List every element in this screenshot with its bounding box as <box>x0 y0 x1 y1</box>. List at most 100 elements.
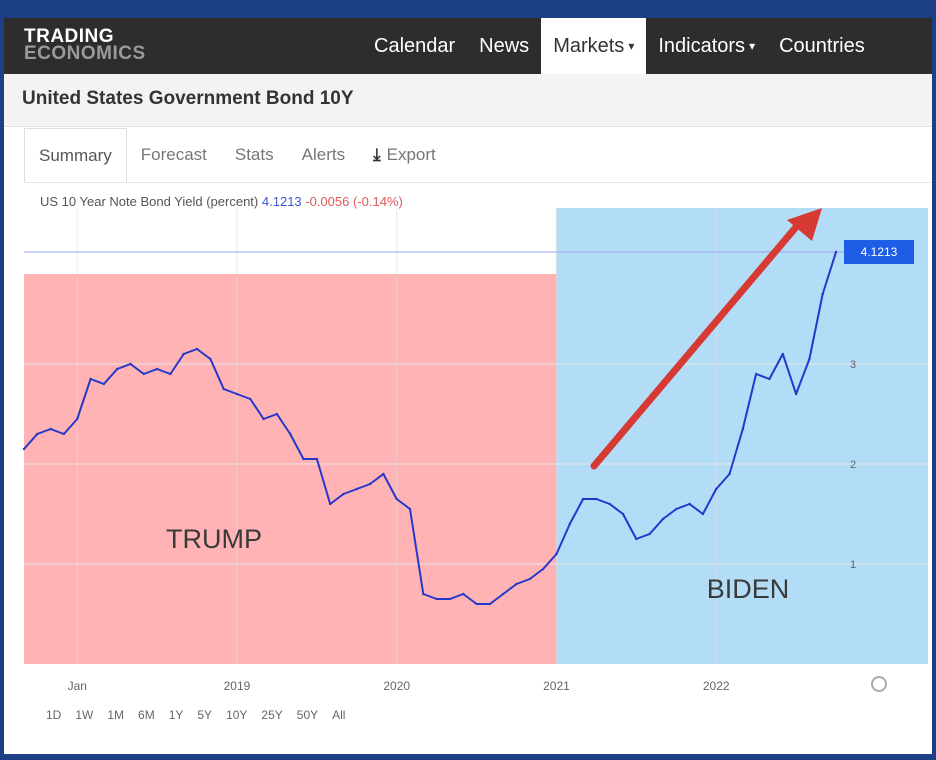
data-point <box>754 372 758 376</box>
data-point <box>701 512 705 516</box>
x-tick-label: 2021 <box>543 679 570 693</box>
nav-item-countries[interactable]: Countries <box>767 18 877 74</box>
data-point <box>129 362 132 366</box>
trend-arrow-head <box>787 208 822 241</box>
data-point <box>62 432 66 436</box>
logo-line-2: ECONOMICS <box>24 43 146 64</box>
quote-name: US 10 Year Note Bond Yield (percent) <box>40 194 259 209</box>
x-tick-label: 2019 <box>224 679 251 693</box>
data-point <box>222 387 225 391</box>
tab-label: Alerts <box>301 145 346 164</box>
data-point <box>382 472 385 476</box>
shaded-region-trump <box>24 274 557 664</box>
data-point <box>688 502 691 506</box>
nav-item-label: News <box>479 34 530 57</box>
nav-item-label: Calendar <box>374 34 456 57</box>
data-point <box>741 427 745 431</box>
range-button-all[interactable]: All <box>332 708 346 722</box>
nav-item-calendar[interactable]: Calendar <box>362 18 467 74</box>
data-point <box>595 497 598 501</box>
nav-item-label: Indicators <box>658 34 746 57</box>
tab-summary[interactable]: Summary <box>24 128 127 183</box>
data-point <box>635 537 638 541</box>
last-value-tag <box>844 240 914 264</box>
data-point <box>808 357 811 361</box>
trading-economics-logo[interactable]: TRADING ECONOMICS <box>24 26 146 64</box>
bond-yield-chart[interactable]: 1 2 3 Jan 2019 2020 2021 2022 4.1213 TRUMP BIDEN <box>4 18 932 754</box>
data-point <box>648 532 651 536</box>
nav-item-indicators[interactable]: Indicators ▾ <box>646 18 767 74</box>
title-bar: United States Government Bond 10Y <box>4 74 932 127</box>
x-tick-label: 2022 <box>703 679 730 693</box>
browser-frame: TRADING ECONOMICS Calendar News Markets ▾ In… <box>4 18 932 754</box>
range-button-5y[interactable]: 5Y <box>197 708 213 722</box>
data-point <box>661 517 665 521</box>
data-point <box>502 592 505 596</box>
range-button-1m[interactable]: 1M <box>107 708 125 722</box>
data-point <box>541 567 545 571</box>
y-tick-label: 2 <box>850 459 856 471</box>
data-point <box>395 497 398 501</box>
yield-series-line <box>23 251 837 605</box>
range-button-6m[interactable]: 6M <box>138 708 155 722</box>
data-point <box>155 367 159 371</box>
data-point <box>249 397 252 401</box>
annotation-trump: TRUMP <box>166 524 262 554</box>
tab-label: Export <box>386 145 436 164</box>
main-nav: Calendar News Markets ▾ Indicators ▾ Countries <box>362 18 877 74</box>
data-point <box>302 457 305 461</box>
data-point <box>115 367 119 371</box>
logo-line-1: TRADING <box>24 26 115 47</box>
caret-down-icon: ▾ <box>749 39 756 53</box>
x-tick-label: 2020 <box>383 679 410 693</box>
data-point <box>102 382 106 386</box>
data-point <box>834 250 838 254</box>
caret-down-icon: ▾ <box>628 39 635 53</box>
range-button-1d[interactable]: 1D <box>46 708 62 722</box>
data-point <box>262 417 265 421</box>
data-point <box>182 352 185 356</box>
data-point <box>528 577 532 581</box>
data-point <box>728 472 731 476</box>
tab-forecast[interactable]: Forecast <box>127 128 221 182</box>
data-point <box>435 597 438 601</box>
data-point <box>355 487 358 491</box>
data-point <box>368 482 372 486</box>
settings-gear-icon[interactable] <box>871 676 887 692</box>
range-button-10y[interactable]: 10Y <box>226 708 248 722</box>
data-point <box>475 602 478 606</box>
range-button-50y[interactable]: 50Y <box>296 708 319 722</box>
nav-item-news[interactable]: News <box>467 18 541 74</box>
data-point <box>781 352 784 356</box>
data-point <box>315 457 319 461</box>
top-navigation-bar: TRADING ECONOMICS Calendar News Markets ▾ In… <box>4 18 932 74</box>
nav-item-markets[interactable]: Markets ▾ <box>541 18 647 74</box>
chart-tabs: Summary Forecast Stats Alerts ⤓ Export <box>24 128 450 183</box>
tab-label: Stats <box>234 145 274 164</box>
quote-value: 4.1213 <box>261 194 302 209</box>
data-point <box>555 552 558 556</box>
data-point <box>408 507 412 511</box>
data-point <box>581 497 585 501</box>
tab-label: Forecast <box>140 145 207 164</box>
tab-stats[interactable]: Stats <box>221 128 288 182</box>
data-point <box>195 347 199 351</box>
data-point <box>142 372 146 376</box>
data-point <box>448 597 452 601</box>
data-point <box>821 292 824 296</box>
data-point <box>275 412 279 416</box>
range-button-1y[interactable]: 1Y <box>168 708 184 722</box>
data-point <box>328 502 332 506</box>
page-title: United States Government Bond 10Y <box>22 88 354 109</box>
data-point <box>675 507 678 511</box>
trend-arrow <box>590 216 806 470</box>
tab-export[interactable]: ⤓ Export <box>359 128 450 182</box>
data-point <box>89 377 92 381</box>
data-point <box>794 392 798 396</box>
range-button-1w[interactable]: 1W <box>75 708 94 722</box>
y-tick-label: 1 <box>850 559 856 571</box>
range-button-25y[interactable]: 25Y <box>261 708 283 722</box>
x-tick-label: Jan <box>68 679 87 693</box>
nav-item-label: Markets <box>553 34 625 57</box>
tab-alerts[interactable]: Alerts <box>288 128 359 182</box>
